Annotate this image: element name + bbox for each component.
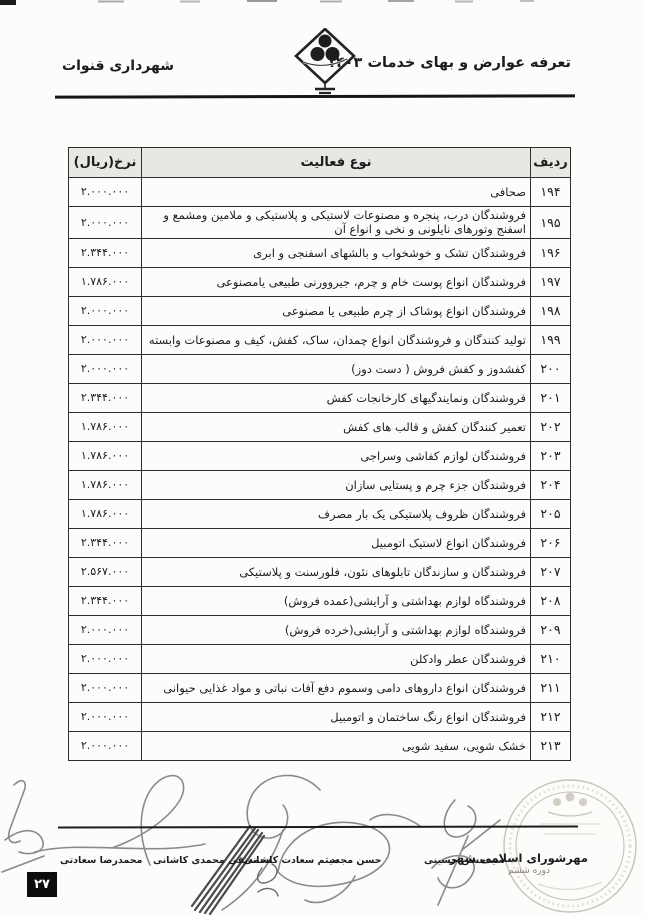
rate-cell: ۲.۰۰۰.۰۰۰ <box>68 730 142 761</box>
table-row: ۲۰۳ فروشندگان لوازم کفاشی وسراجی ۱.۷۸۶.۰… <box>68 440 571 471</box>
table-header-row: ردیف نوع فعالیت نرخ(ریال) <box>68 147 571 178</box>
rate-cell: ۲.۳۴۴.۰۰۰ <box>68 382 142 413</box>
table-row: ۲۰۲ تعمیر کنندگان کفش و قالب های کفش ۱.۷… <box>68 411 571 442</box>
activity-cell: فروشندگان جزء چرم و پستایی سازان <box>141 469 531 500</box>
activity-cell: فروشندگان لوازم کفاشی وسراجی <box>141 440 531 471</box>
row-number-cell: ۲۰۰ <box>530 353 571 384</box>
rate-cell: ۲.۵۶۷.۰۰۰ <box>68 556 142 587</box>
activity-cell: کفشدوز و کفش فروش ( دست دوز) <box>141 353 531 384</box>
row-number-cell: ۲۱۳ <box>530 730 571 761</box>
table-row: ۲۱۲ فروشندگان انواع رنگ ساختمان و اتومبی… <box>68 701 571 732</box>
column-header-row-number: ردیف <box>530 147 571 178</box>
row-number-cell: ۲۰۷ <box>530 556 571 587</box>
signatory-name: محمدرضا سعادتی <box>60 855 143 866</box>
row-number-cell: ۲۰۵ <box>530 498 571 529</box>
page-number-badge: ۲۷ <box>27 872 57 897</box>
table-row: ۲۱۰ فروشندگان عطر وادکلن ۲.۰۰۰.۰۰۰ <box>68 643 571 674</box>
row-number-cell: ۱۹۶ <box>530 237 571 268</box>
table-row: ۱۹۴ صحافی ۲.۰۰۰.۰۰۰ <box>68 177 571 207</box>
row-number-cell: ۲۱۲ <box>530 701 571 732</box>
footer-divider <box>57 825 579 829</box>
activity-cell: فروشندگان و سازندگان تابلوهای نئون، فلور… <box>141 556 531 587</box>
activity-cell: تعمیر کنندگان کفش و قالب های کفش <box>141 411 531 442</box>
activity-cell: خشک شویی، سفید شویی <box>141 730 531 761</box>
rate-cell: ۱.۷۸۶.۰۰۰ <box>68 440 142 471</box>
document-title: تعرفه عوارض و بهای خدمات ۱۴۰۳ <box>327 55 571 71</box>
activity-cell: فروشندگان درب، پنجره و مصنوعات لاستیکی و… <box>141 206 531 239</box>
rate-cell: ۱.۷۸۶.۰۰۰ <box>68 469 142 500</box>
row-number-cell: ۱۹۸ <box>530 295 571 326</box>
row-number-cell: ۱۹۷ <box>530 266 571 297</box>
table-row: ۱۹۸ فروشندگان انواع پوشاک از چرم طبیعی ی… <box>68 295 571 326</box>
activity-cell: فروشندگان انواع لاستیک اتومبیل <box>141 527 531 558</box>
activity-cell: فروشندگان عطر وادکلن <box>141 643 531 674</box>
activity-cell: فروشندگان انواع پوشاک از چرم طبیعی یا مص… <box>141 295 531 326</box>
rate-cell: ۲.۰۰۰.۰۰۰ <box>68 206 142 239</box>
signatory-name: محمدتقی محمدی کاشانی <box>153 855 273 866</box>
row-number-cell: ۲۰۲ <box>530 411 571 442</box>
dense-signature-scribble <box>190 824 279 915</box>
rate-cell: ۲.۳۴۴.۰۰۰ <box>68 585 142 616</box>
row-number-cell: ۲۰۶ <box>530 527 571 558</box>
table-row: ۲۰۰ کفشدوز و کفش فروش ( دست دوز) ۲.۰۰۰.۰… <box>68 353 571 384</box>
row-number-cell: ۲۰۹ <box>530 614 571 645</box>
activity-cell: فروشندگان انواع داروهای دامی وسموم دفع آ… <box>141 672 531 703</box>
activity-cell: فروشندگاه لوازم بهداشتی و آرایشی(عمده فر… <box>141 585 531 616</box>
table-row: ۲۰۸ فروشندگاه لوازم بهداشتی و آرایشی(عمد… <box>68 585 571 616</box>
municipality-emblem-icon <box>291 27 359 98</box>
tariff-table: ردیف نوع فعالیت نرخ(ریال) ۱۹۴ صحافی ۲.۰۰… <box>68 147 571 761</box>
activity-cell: فروشندگان انواع پوست خام و چرم، جیروورنی… <box>141 266 531 297</box>
row-number-cell: ۲۰۱ <box>530 382 571 413</box>
rate-cell: ۲.۰۰۰.۰۰۰ <box>68 177 142 207</box>
row-number-cell: ۱۹۴ <box>530 177 571 207</box>
signatory-name: سیدحسن حسینی <box>424 855 505 866</box>
rate-cell: ۲.۰۰۰.۰۰۰ <box>68 353 142 384</box>
row-number-cell: ۱۹۹ <box>530 324 571 355</box>
table-row: ۲۰۷ فروشندگان و سازندگان تابلوهای نئون، … <box>68 556 571 587</box>
table-row: ۱۹۷ فروشندگان انواع پوست خام و چرم، جیرو… <box>68 266 571 297</box>
activity-cell: تولید کنندگان و فروشندگان انواع چمدان، س… <box>141 324 531 355</box>
rate-cell: ۱.۷۸۶.۰۰۰ <box>68 266 142 297</box>
rate-cell: ۲.۳۴۴.۰۰۰ <box>68 527 142 558</box>
row-number-cell: ۲۰۸ <box>530 585 571 616</box>
activity-cell: صحافی <box>141 177 531 207</box>
table-row: ۱۹۵ فروشندگان درب، پنجره و مصنوعات لاستی… <box>68 206 571 239</box>
row-number-cell: ۱۹۵ <box>530 206 571 239</box>
table-row: ۲۰۶ فروشندگان انواع لاستیک اتومبیل ۲.۳۴۴… <box>68 527 571 558</box>
table-row: ۲۰۴ فروشندگان جزء چرم و پستایی سازان ۱.۷… <box>68 469 571 500</box>
row-number-cell: ۲۱۱ <box>530 672 571 703</box>
rate-cell: ۲.۰۰۰.۰۰۰ <box>68 672 142 703</box>
activity-cell: فروشندگان انواع رنگ ساختمان و اتومبیل <box>141 701 531 732</box>
rate-cell: ۲.۰۰۰.۰۰۰ <box>68 324 142 355</box>
rate-cell: ۲.۰۰۰.۰۰۰ <box>68 643 142 674</box>
council-term-label: دوره ششم <box>508 866 550 876</box>
table-row: ۲۰۵ فروشندگان ظروف پلاستیکی یک بار مصرف … <box>68 498 571 529</box>
table-row: ۲۱۳ خشک شویی، سفید شویی ۲.۰۰۰.۰۰۰ <box>68 730 571 761</box>
row-number-cell: ۲۰۴ <box>530 469 571 500</box>
rate-cell: ۱.۷۸۶.۰۰۰ <box>68 498 142 529</box>
rate-cell: ۱.۷۸۶.۰۰۰ <box>68 411 142 442</box>
scan-artifacts <box>0 0 534 5</box>
council-stamp-icon <box>503 779 637 913</box>
rate-cell: ۲.۰۰۰.۰۰۰ <box>68 614 142 645</box>
table-row: ۱۹۶ فروشندگان تشک و خوشخواب و بالشهای اس… <box>68 237 571 268</box>
rate-cell: ۲.۰۰۰.۰۰۰ <box>68 295 142 326</box>
row-number-cell: ۲۱۰ <box>530 643 571 674</box>
signature-scribbles <box>1 774 501 911</box>
column-header-activity: نوع فعالیت <box>141 147 531 178</box>
table-row: ۲۱۱ فروشندگان انواع داروهای دامی وسموم د… <box>68 672 571 703</box>
table-row: ۱۹۹ تولید کنندگان و فروشندگان انواع چمدا… <box>68 324 571 355</box>
table-row: ۲۰۱ فروشندگان ونمایندگیهای کارخانجات کفش… <box>68 382 571 413</box>
table-row: ۲۰۹ فروشندگاه لوازم بهداشتی و آرایشی(خرد… <box>68 614 571 645</box>
rate-cell: ۲.۳۴۴.۰۰۰ <box>68 237 142 268</box>
rate-cell: ۲.۰۰۰.۰۰۰ <box>68 701 142 732</box>
activity-cell: فروشندگان ونمایندگیهای کارخانجات کفش <box>141 382 531 413</box>
row-number-cell: ۲۰۳ <box>530 440 571 471</box>
column-header-rate: نرخ(ریال) <box>68 147 142 178</box>
activity-cell: فروشندگان تشک و خوشخواب و بالشهای اسفنجی… <box>141 237 531 268</box>
activity-cell: فروشندگاه لوازم بهداشتی و آرایشی(خرده فر… <box>141 614 531 645</box>
municipality-name: شهرداری قنوات <box>62 58 174 74</box>
activity-cell: فروشندگان ظروف پلاستیکی یک بار مصرف <box>141 498 531 529</box>
